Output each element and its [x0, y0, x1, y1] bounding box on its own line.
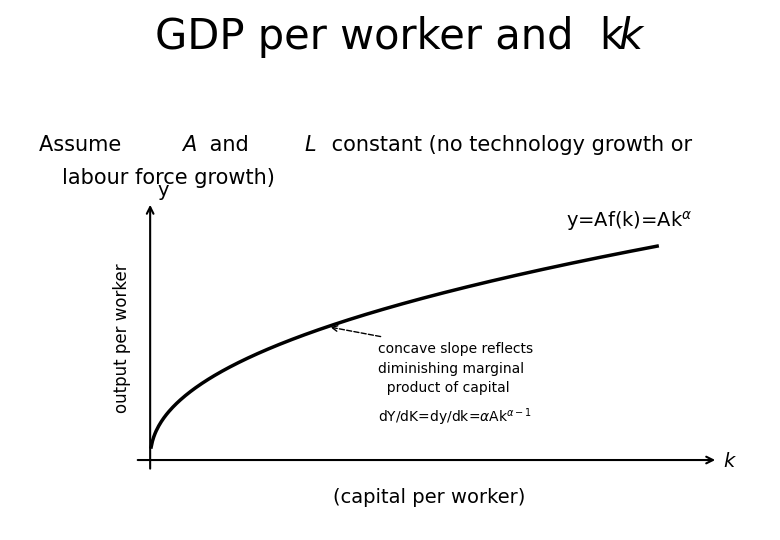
- Text: k: k: [619, 16, 643, 58]
- Text: dY/dK=dy/dk=$\alpha$Ak$^{\alpha-1}$: dY/dK=dy/dk=$\alpha$Ak$^{\alpha-1}$: [378, 407, 532, 429]
- Text: output per worker: output per worker: [113, 264, 131, 414]
- Text: constant (no technology growth or: constant (no technology growth or: [325, 135, 693, 155]
- Text: (capital per worker): (capital per worker): [333, 489, 525, 508]
- Text: and: and: [203, 135, 255, 155]
- Text: y: y: [158, 181, 169, 200]
- Text: concave slope reflects
diminishing marginal
  product of capital: concave slope reflects diminishing margi…: [378, 342, 534, 395]
- Text: y=Af(k)=Ak$^{\alpha}$: y=Af(k)=Ak$^{\alpha}$: [566, 209, 693, 233]
- Text: A: A: [182, 135, 197, 155]
- Text: labour force growth): labour force growth): [62, 168, 275, 188]
- Text: k: k: [723, 452, 734, 471]
- Text: k: k: [619, 16, 643, 58]
- Text: L: L: [305, 135, 317, 155]
- Text: GDP per worker and  k: GDP per worker and k: [155, 16, 625, 58]
- Text: Assume: Assume: [39, 135, 128, 155]
